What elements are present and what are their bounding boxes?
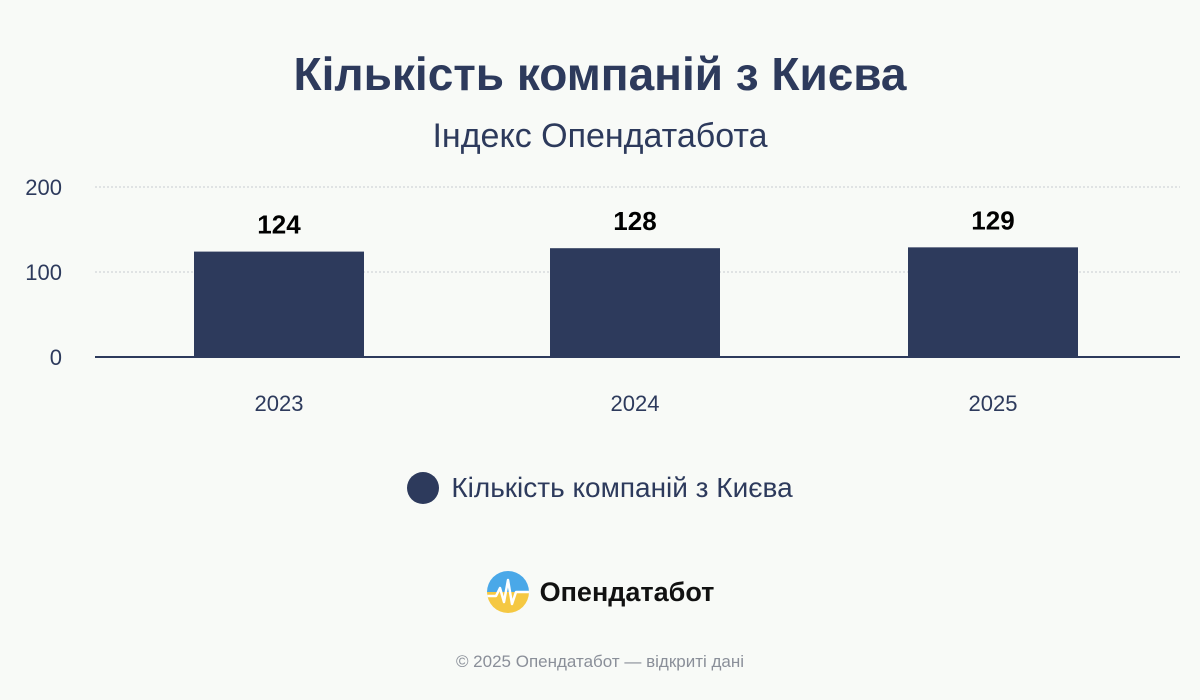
bars bbox=[194, 247, 1078, 357]
y-tick-label: 100 bbox=[25, 260, 62, 285]
data-label: 128 bbox=[613, 206, 656, 236]
bar-chart: 0 100 200 124 128 129 2023 2024 2025 bbox=[25, 175, 1180, 416]
data-label: 129 bbox=[971, 205, 1014, 235]
legend-marker bbox=[407, 472, 440, 504]
opendatabot-logo-icon bbox=[486, 571, 529, 613]
bar bbox=[194, 251, 364, 357]
chart-title: Кількість компаній з Києва bbox=[293, 48, 907, 100]
bar bbox=[550, 248, 720, 357]
brand-name: Опендатабот bbox=[539, 576, 715, 607]
x-tick-label: 2024 bbox=[611, 391, 660, 416]
data-labels: 124 128 129 bbox=[257, 205, 1014, 239]
footer-copyright: © 2025 Опендатабот — відкриті дані bbox=[455, 652, 745, 671]
legend-label: Кількість компаній з Києва bbox=[451, 472, 793, 503]
y-tick-label: 0 bbox=[50, 345, 62, 370]
y-tick-label: 200 bbox=[25, 175, 62, 200]
x-tick-label: 2023 bbox=[255, 391, 304, 416]
bar bbox=[908, 247, 1078, 357]
y-axis-ticks: 0 100 200 bbox=[25, 175, 62, 370]
legend: Кількість компаній з Києва bbox=[0, 472, 1200, 504]
x-tick-label: 2025 bbox=[969, 391, 1018, 416]
data-label: 124 bbox=[257, 210, 301, 240]
x-axis-ticks: 2023 2024 2025 bbox=[255, 391, 1018, 416]
brand: Опендатабот bbox=[0, 570, 1200, 614]
chart-subtitle: Індекс Опендатабота bbox=[432, 117, 768, 155]
